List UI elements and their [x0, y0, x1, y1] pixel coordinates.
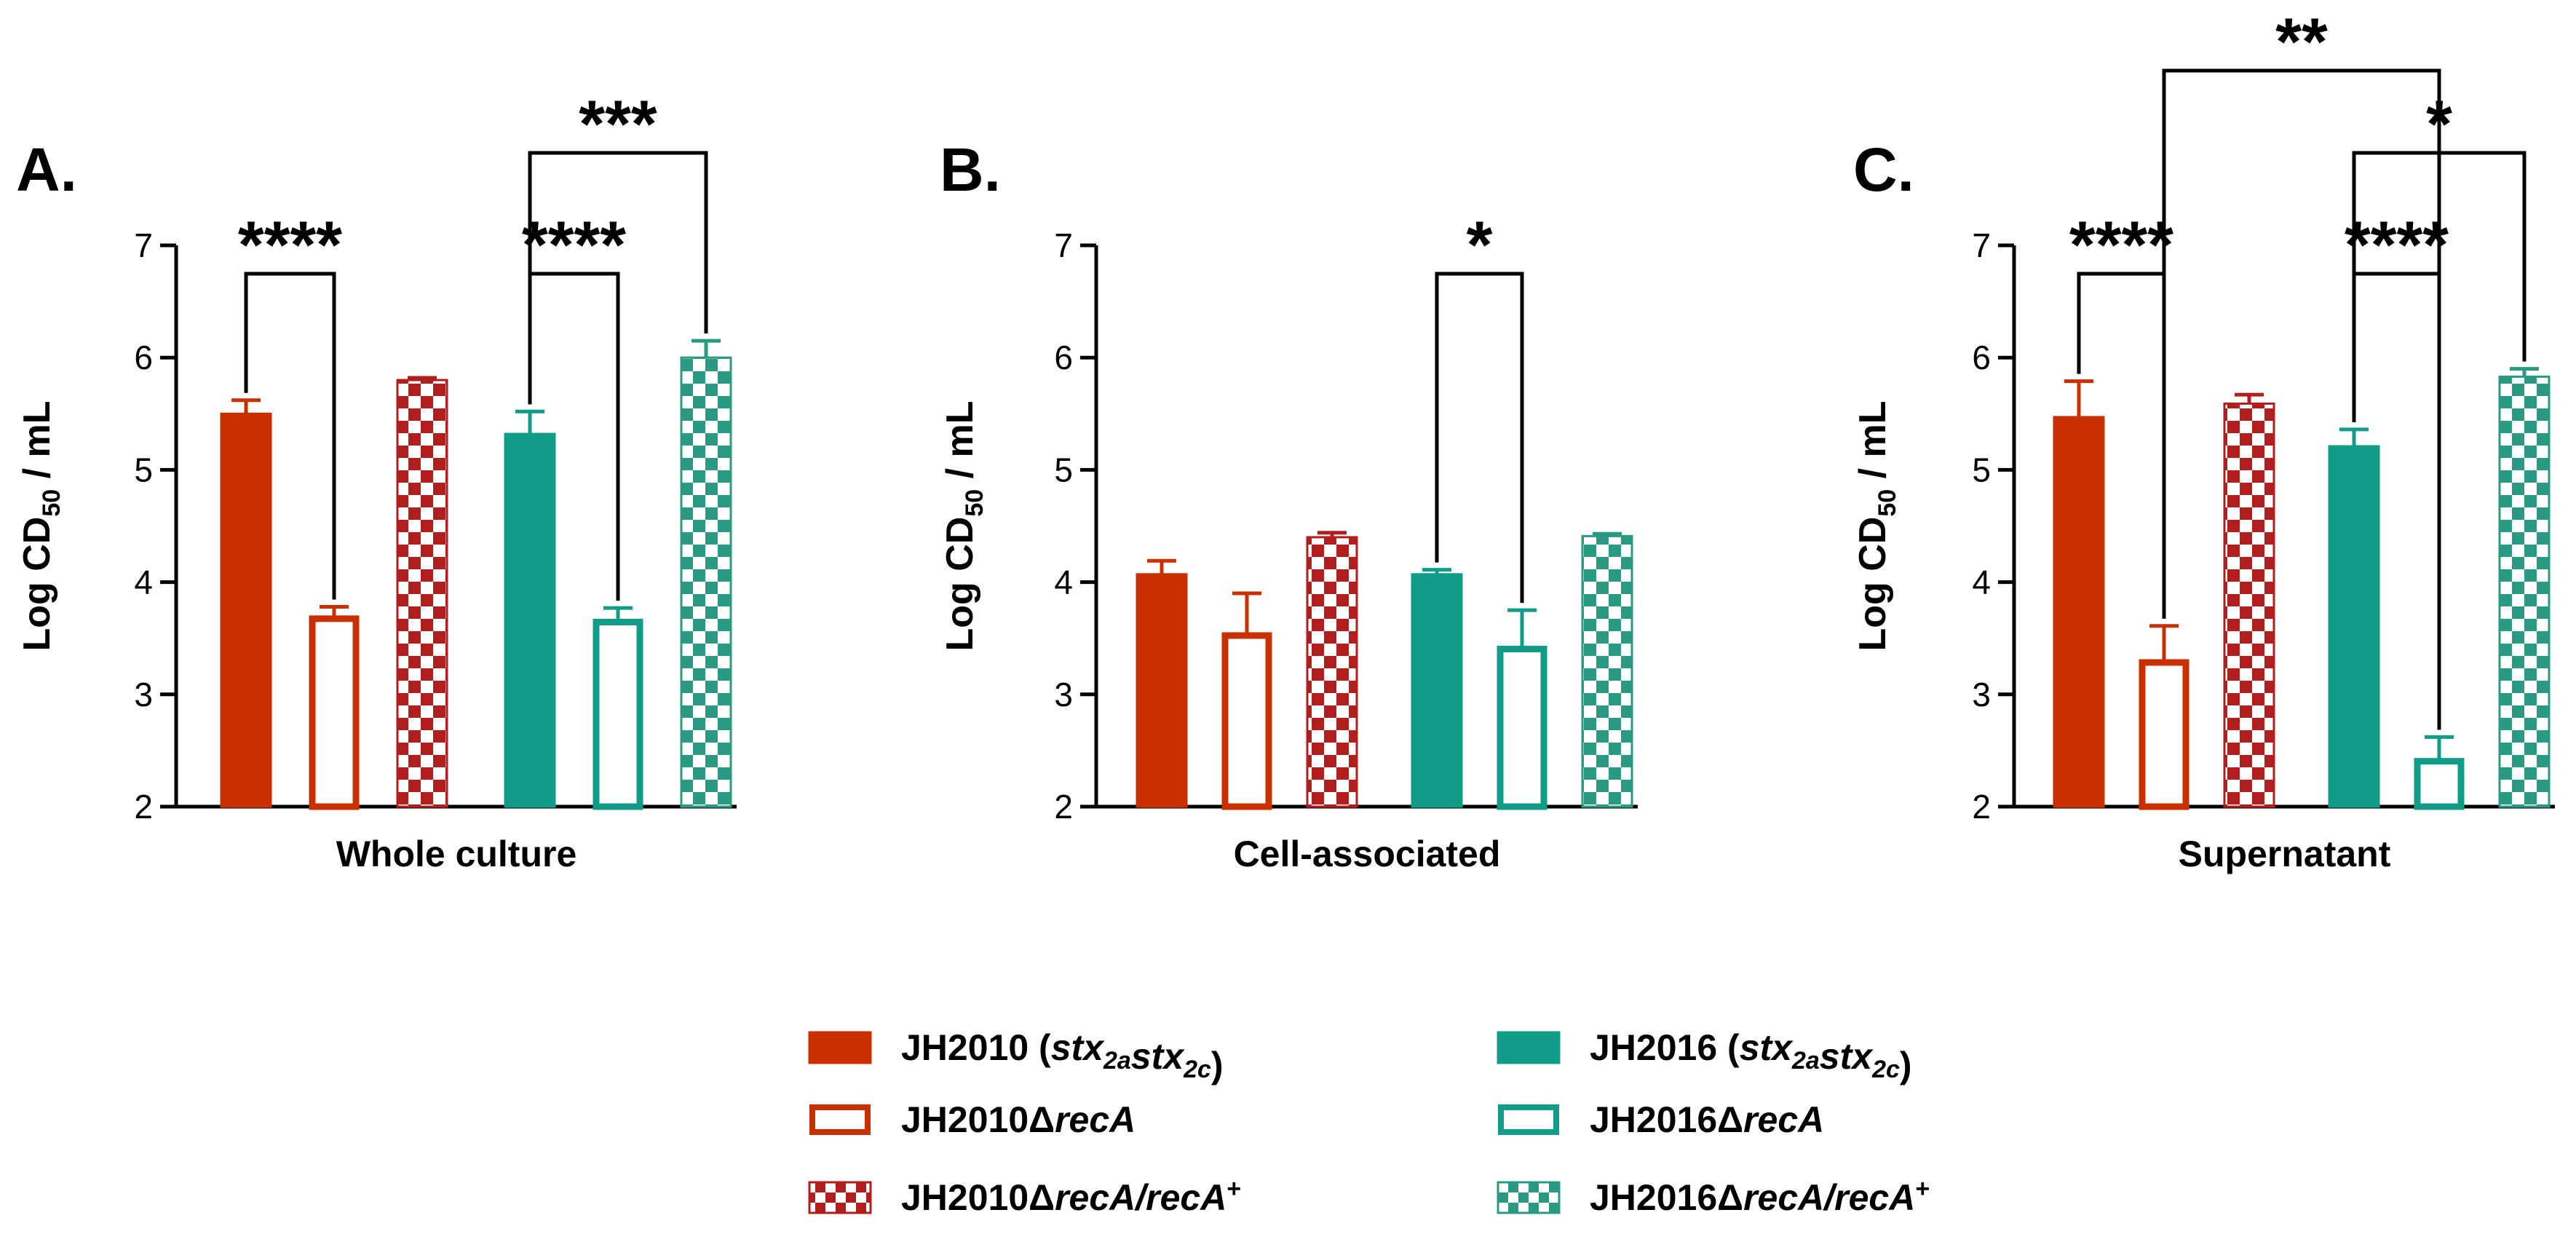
bar-jh2016-solid	[504, 432, 556, 808]
panel-letter: A.	[16, 135, 77, 204]
significance-label: ****	[2069, 208, 2173, 282]
bar-jh2016-solid	[2328, 445, 2380, 808]
y-tick-label: 7	[1972, 226, 1991, 264]
y-tick-label: 4	[1972, 563, 1991, 601]
bar-jh2016-check	[680, 356, 732, 808]
bar-jh2016-check	[2498, 375, 2551, 808]
bar-jh2010-open	[309, 615, 360, 810]
y-tick-label: 4	[1054, 563, 1073, 601]
legend-item-jh2010-reca-comp: JH2010ΔrecA/recA+	[808, 1175, 1241, 1218]
legend-label: JH2016 (stx2astx2c)	[1590, 1027, 1912, 1085]
significance-bracket	[2162, 68, 2441, 730]
legend: JH2010 (stx2astx2c) JH2010ΔrecA JH2010Δrec…	[808, 1027, 1930, 1218]
y-tick-label: 6	[1972, 339, 1991, 376]
legend-swatch	[1497, 1031, 1561, 1064]
legend-label: JH2010 (stx2astx2c)	[901, 1027, 1224, 1085]
y-tick-label: 2	[134, 788, 153, 826]
significance-label: ****	[522, 208, 626, 282]
legend-item-jh2016-reca: JH2016ΔrecA	[1498, 1099, 1824, 1140]
x-axis-label: Cell-associated	[1234, 834, 1501, 874]
legend-label: JH2010ΔrecA	[901, 1099, 1136, 1140]
y-axis-label: Log CD50 / mL	[16, 400, 66, 651]
y-tick-label: 5	[1054, 451, 1073, 488]
legend-label: JH2010ΔrecA/recA+	[901, 1175, 1241, 1218]
legend-swatch	[808, 1031, 872, 1064]
bar-jh2010-solid	[1136, 573, 1188, 808]
x-axis-label: Supernatant	[2179, 834, 2391, 874]
legend-swatch	[808, 1181, 872, 1214]
y-axis-label: Log CD50 / mL	[939, 400, 988, 651]
bar-jh2010-check	[396, 379, 448, 808]
x-axis-label: Whole culture	[336, 834, 577, 874]
legend-label: JH2016ΔrecA/recA+	[1590, 1175, 1930, 1218]
y-tick-label: 3	[1972, 676, 1991, 713]
bar-jh2010-check	[1306, 536, 1358, 808]
bar-jh2010-solid	[2053, 416, 2105, 808]
legend-item-jh2010: JH2010 (stx2astx2c)	[808, 1027, 1224, 1085]
legend-item-jh2016-reca-comp: JH2016ΔrecA/recA+	[1497, 1175, 1930, 1218]
bar-jh2010-open	[1221, 632, 1272, 810]
significance-label: ***	[579, 87, 657, 162]
significance-bracket	[528, 151, 708, 405]
y-tick-label: 6	[134, 339, 153, 376]
significance-label: *	[1467, 208, 1493, 282]
y-tick-label: 4	[134, 563, 153, 601]
significance-label: ****	[238, 208, 342, 282]
bar-jh2016-open	[2414, 758, 2465, 810]
legend-swatch	[1497, 1181, 1561, 1214]
bar-jh2016-check	[1581, 534, 1633, 808]
y-tick-label: 5	[1972, 451, 1991, 488]
bar-jh2010-open	[2139, 659, 2189, 810]
legend-item-jh2016: JH2016 (stx2astx2c)	[1497, 1027, 1912, 1085]
significance-label: **	[2275, 5, 2328, 79]
bar-jh2016-solid	[1411, 573, 1463, 808]
y-tick-label: 3	[134, 676, 153, 713]
bar-jh2016-open	[593, 618, 643, 810]
significance-bracket	[244, 272, 336, 600]
panel-2: B. Log CD50 / mL 2 3 4 5 6 7 Cell-associated *	[939, 135, 1638, 874]
y-tick-label: 2	[1972, 788, 1991, 826]
legend-swatch	[1498, 1104, 1559, 1135]
legend-label: JH2016ΔrecA	[1590, 1099, 1824, 1140]
bar-jh2010-check	[2223, 402, 2275, 808]
legend-swatch	[809, 1104, 871, 1135]
panel-letter: C.	[1853, 135, 1914, 204]
y-tick-label: 2	[1054, 788, 1073, 826]
legend-item-jh2010-reca: JH2010ΔrecA	[809, 1099, 1136, 1140]
significance-label: ****	[2345, 208, 2449, 282]
panel-letter: B.	[940, 135, 1001, 204]
y-tick-label: 5	[134, 451, 153, 488]
bar-jh2010-solid	[220, 412, 272, 808]
significance-bracket	[1435, 272, 1524, 604]
y-tick-label: 3	[1054, 676, 1073, 713]
y-axis-label: Log CD50 / mL	[1852, 400, 1901, 651]
y-tick-label: 6	[1054, 339, 1073, 376]
bar-jh2016-open	[1497, 645, 1547, 810]
y-tick-label: 7	[1054, 226, 1073, 264]
y-tick-label: 7	[134, 226, 153, 264]
